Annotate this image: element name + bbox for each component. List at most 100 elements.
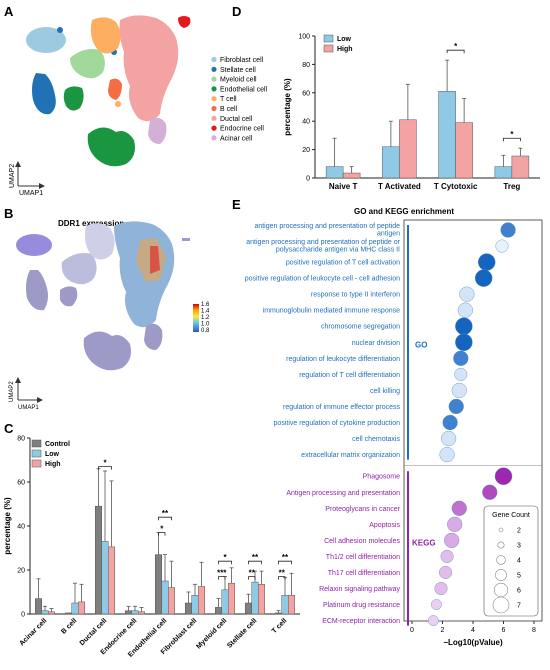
significance-label: ** bbox=[162, 509, 169, 518]
enrichment-point bbox=[439, 446, 455, 463]
significance-label: ** bbox=[252, 553, 259, 562]
umap-cluster-bcell bbox=[108, 78, 122, 100]
gene-count-legend-circle bbox=[493, 582, 509, 598]
kegg-group-label: KEGG bbox=[412, 538, 436, 547]
ddr1-x-label: UMAP1 bbox=[18, 405, 39, 411]
term-label: Phagosome bbox=[363, 474, 400, 481]
ddr1-colorbar bbox=[193, 304, 199, 332]
bar bbox=[101, 541, 109, 615]
term-label: Platinum drug resistance bbox=[323, 602, 400, 609]
term-label: chromosome segregation bbox=[321, 324, 400, 331]
term-label: extracellular matrix organization bbox=[301, 452, 400, 459]
umap-legend-swatch bbox=[211, 105, 217, 112]
umap-legend-swatch bbox=[211, 135, 217, 141]
gene-count-legend-value: 7 bbox=[517, 603, 521, 610]
significance-bracket bbox=[248, 576, 256, 580]
umap-legend-swatch bbox=[211, 86, 217, 92]
bar bbox=[65, 612, 72, 615]
ddr1-title: DDR1 expression bbox=[58, 219, 124, 228]
umap-legend-label: Stellate cell bbox=[220, 67, 256, 74]
term-label: Antigen processing and presentation bbox=[286, 490, 400, 497]
gene-count-legend-value: 5 bbox=[517, 573, 521, 580]
term-label: cell killing bbox=[370, 388, 400, 395]
enrichment-point bbox=[441, 430, 457, 447]
umap-legend: Fibroblast cell Stellate cell Myeloid cell… bbox=[211, 56, 268, 142]
enrichment-point bbox=[500, 222, 516, 238]
significance-bracket bbox=[502, 137, 521, 142]
umap-x-label: UMAP1 bbox=[19, 190, 43, 197]
bar bbox=[71, 602, 79, 615]
legend-swatch bbox=[323, 34, 334, 43]
significance-label: ** bbox=[282, 553, 289, 562]
term-label: regulation of T cell differentiation bbox=[299, 372, 400, 379]
umap-legend-label: B cell bbox=[220, 106, 238, 113]
umap-legend-swatch bbox=[211, 96, 217, 102]
umap-cluster-plot bbox=[26, 15, 191, 167]
bar bbox=[342, 172, 361, 179]
x-tick-label: Treg bbox=[503, 182, 520, 191]
umap-legend-swatch bbox=[211, 76, 217, 82]
term-label: Cell adhesion molecules bbox=[324, 538, 400, 545]
umap-legend-label: Endothelial cell bbox=[220, 86, 268, 93]
legend-label: High bbox=[45, 461, 61, 468]
enrichment-point bbox=[495, 239, 509, 253]
bar bbox=[131, 610, 139, 615]
bar bbox=[198, 586, 205, 615]
x-tick-label: B cell bbox=[60, 617, 78, 635]
x-tick-label: T Cytotoxic bbox=[434, 182, 478, 191]
significance-bracket bbox=[158, 516, 172, 521]
bar bbox=[108, 546, 115, 615]
legend-swatch bbox=[31, 449, 42, 458]
term-label: regulation of leukocyte differentiation bbox=[286, 356, 400, 363]
enrichment-point bbox=[448, 398, 464, 415]
enrichment-point bbox=[451, 382, 467, 399]
y-tick-label: 20 bbox=[302, 147, 310, 154]
y-tick-label: 40 bbox=[17, 524, 25, 531]
enrichment-title: GO and KEGG enrichment bbox=[354, 207, 454, 216]
term-label: Apoptosis bbox=[369, 522, 400, 529]
legend-swatch bbox=[31, 459, 42, 468]
umap-legend-swatch bbox=[211, 66, 217, 72]
significance-bracket bbox=[248, 560, 262, 565]
bar bbox=[511, 155, 530, 179]
x-tick-label: T Activated bbox=[378, 182, 421, 191]
x-tick-label: Acinar cell bbox=[18, 617, 48, 647]
bar bbox=[155, 554, 162, 615]
umap-legend-label: Fibroblast cell bbox=[220, 57, 264, 64]
umap-cluster-myeloid bbox=[70, 49, 105, 79]
umap-legend-label: Endocrine cell bbox=[220, 126, 264, 133]
enrichment-point bbox=[453, 350, 469, 366]
significance-label: *** bbox=[217, 569, 227, 578]
umap-cluster-tcell bbox=[90, 17, 121, 54]
significance-bracket bbox=[218, 576, 226, 580]
bar bbox=[168, 587, 175, 615]
y-tick-label: 80 bbox=[302, 62, 310, 69]
ddr1-colorbar-tick: 0.8 bbox=[201, 328, 210, 334]
ddr1-y-label: UMAP2 bbox=[9, 381, 15, 402]
gene-count-legend-circle bbox=[492, 596, 510, 614]
term-label: ECM-receptor interaction bbox=[322, 618, 400, 625]
x-tick-label: 8 bbox=[532, 627, 536, 634]
bar bbox=[251, 581, 259, 615]
umap-cluster-endothelial-b bbox=[87, 127, 135, 167]
gene-count-legend-value: 4 bbox=[517, 558, 521, 565]
bar bbox=[455, 122, 473, 179]
bar bbox=[245, 602, 252, 615]
umap-cluster-ductal bbox=[119, 15, 179, 122]
umap-axes-a: UMAP1 UMAP2 bbox=[9, 161, 45, 197]
gene-count-legend-circle bbox=[497, 541, 505, 549]
y-tick-label: 60 bbox=[17, 480, 25, 487]
term-label: response to type II interferon bbox=[311, 292, 400, 299]
significance-label: * bbox=[160, 525, 164, 534]
term-label: regulation of immune effector process bbox=[283, 404, 400, 411]
enrichment-point bbox=[427, 615, 439, 626]
bar bbox=[191, 595, 199, 615]
umap-cluster-endothelial-a bbox=[63, 86, 84, 111]
bar bbox=[48, 611, 55, 615]
umap-axes-b: UMAP1 UMAP2 bbox=[9, 377, 43, 411]
term-label: Relaxin signaling pathway bbox=[319, 586, 400, 593]
term-label: antigen processing and presentation of p… bbox=[246, 239, 400, 246]
enrichment-point bbox=[482, 484, 498, 500]
enrichment-point bbox=[442, 414, 458, 431]
